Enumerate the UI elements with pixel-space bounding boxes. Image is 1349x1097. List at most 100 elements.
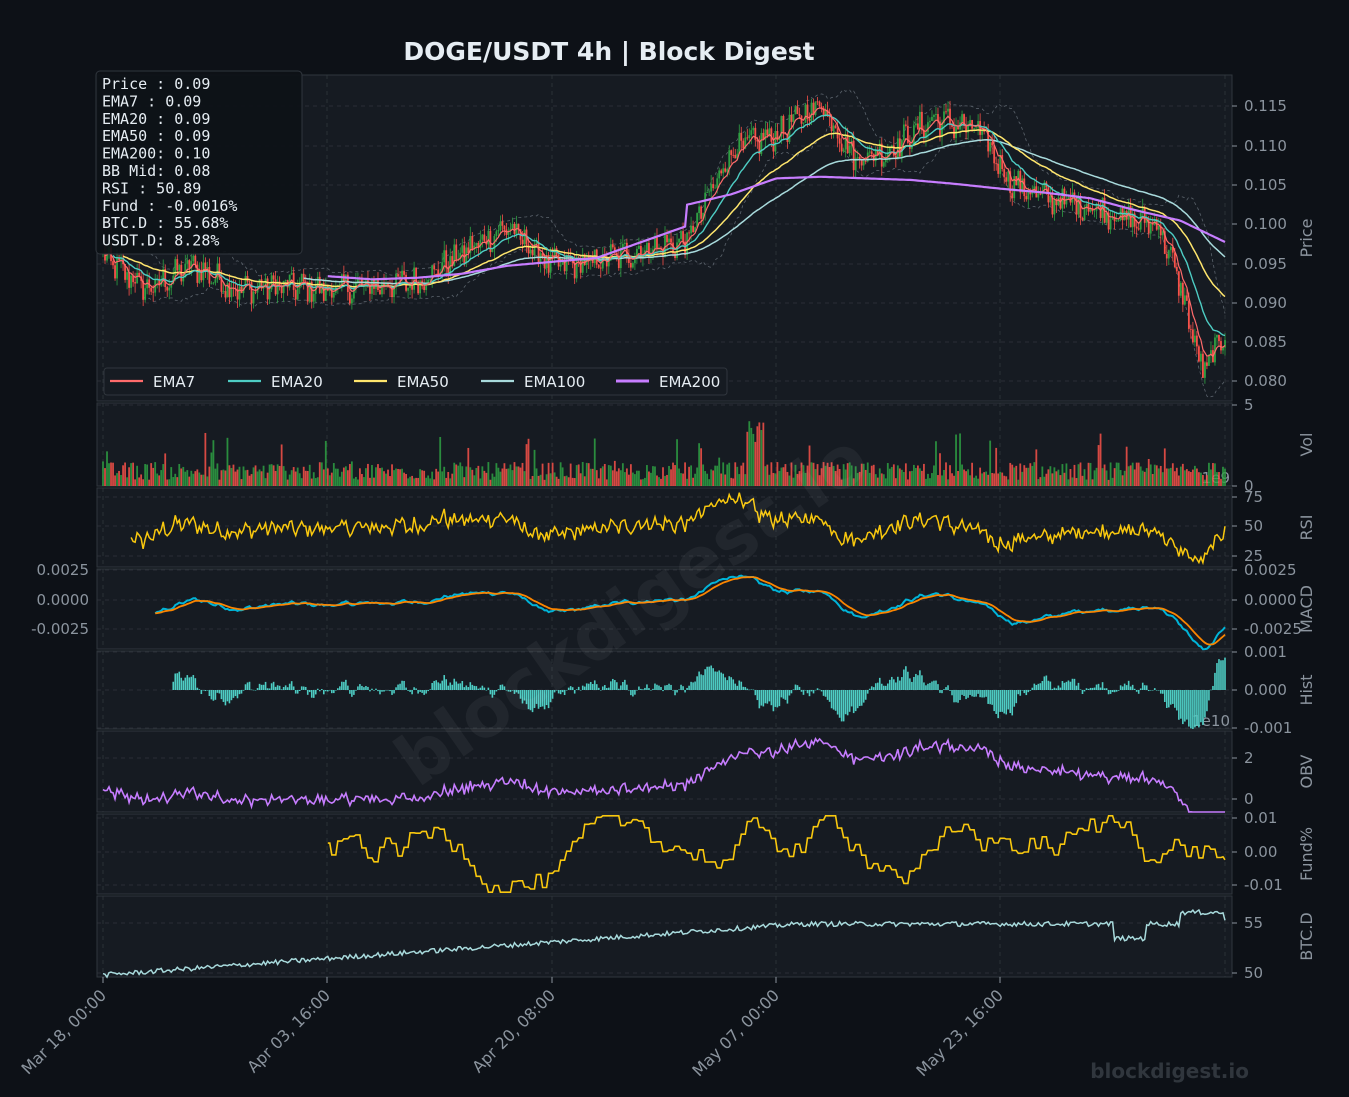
candle-body [186,260,189,264]
candle-body [933,115,935,117]
volume-bar [206,476,209,486]
hist-bar [666,685,668,690]
candle-body [1049,196,1052,203]
hist-bar [678,689,680,690]
volume-bar [949,465,951,486]
volume-bar [537,475,540,486]
volume-bar [314,478,317,486]
volume-bar [437,471,440,486]
candle [332,284,335,303]
candle [467,241,470,259]
hist-bar [893,679,895,690]
volume-bar [365,468,367,486]
candle [1167,249,1170,266]
hist-bar [1025,690,1028,696]
candle [497,225,500,238]
candle-body [923,130,925,139]
volume-bar [242,466,245,486]
volume-bar [728,462,731,486]
hist-bar [1007,690,1010,710]
hist-bar [676,690,678,693]
candle-body [943,111,945,123]
volume-bar [194,471,197,486]
hist-bar [1214,672,1216,690]
y-tick-label: 5 [1244,396,1254,414]
volume-bar [477,465,480,486]
hist-bar [521,690,524,704]
volume-bar [192,473,195,486]
candle-body [902,124,905,141]
hist-bar [1163,690,1166,702]
volume-bar [543,479,546,486]
volume-bar [585,462,588,486]
hist-bar [447,685,450,690]
volume-bar [208,466,211,486]
volume-bar [204,432,207,486]
volume-bar [882,474,885,486]
candle [646,239,648,253]
hist-bar [403,680,405,690]
hist-bar [957,690,959,703]
candle-body [1210,350,1212,356]
volume-bar [407,478,409,486]
hist-bar [357,686,359,690]
hist-bar [282,687,285,690]
hist-bar [308,690,311,693]
volume-bar [509,464,512,486]
candle [937,107,939,128]
volume-bar [254,465,257,486]
volume-bar [294,471,297,486]
candle-body [844,134,847,150]
candle-body [184,263,187,278]
volume-bar [945,462,947,486]
candle [631,261,634,269]
candle-body [1105,212,1108,223]
volume-bar [1137,462,1140,486]
volume-bar [359,468,361,486]
hist-bar [1041,681,1044,690]
volume-bar [1113,468,1116,486]
volume-bar [435,468,438,486]
candle [772,133,775,159]
volume-bar [385,473,387,486]
hist-bar [1023,690,1026,694]
volume-bar [278,465,281,486]
volume-bar [104,468,106,486]
candle-body [967,124,969,133]
candle-body [208,266,211,284]
volume-bar [1191,469,1194,486]
volume-bar [338,476,341,486]
volume-bar [124,462,126,486]
candle-body [174,259,177,276]
candle [914,116,917,128]
candle-body [1173,252,1176,267]
candle-body [178,264,181,271]
volume-bar [150,463,153,486]
candle [712,176,715,191]
hist-bar [577,686,580,690]
hist-bar [790,690,793,694]
candle [387,281,389,289]
candle-body [176,259,179,271]
volume-bar [361,473,363,486]
hist-bar [891,676,893,690]
hist-bar [329,690,331,691]
hist-bar [1196,690,1198,726]
hist-bar [377,690,379,692]
volume-bar [625,468,628,486]
candle-body [1107,212,1110,230]
hist-bar [234,690,237,697]
volume-bar [409,476,411,486]
hist-bar [1224,657,1226,690]
volume-bar [1117,462,1120,486]
hist-bar [694,681,696,690]
volume-bar [987,474,990,486]
volume-bar [678,468,680,486]
candle-body [445,250,448,269]
y-tick-label: 2 [1244,749,1254,767]
hist-bar [1155,690,1158,691]
candle [852,131,855,178]
hist-bar [696,676,698,690]
hist-bar [931,681,933,690]
